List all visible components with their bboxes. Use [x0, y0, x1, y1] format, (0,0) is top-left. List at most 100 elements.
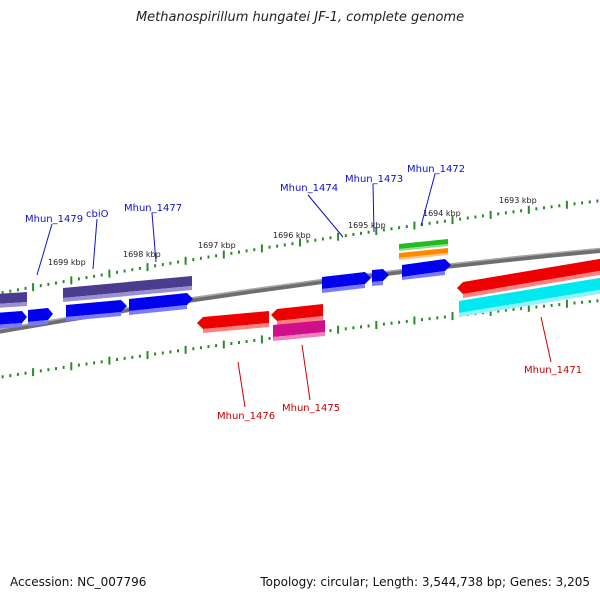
lower-scale-tick [85, 362, 88, 366]
upper-scale-tick [443, 219, 446, 223]
lower-scale-tick [565, 299, 568, 308]
gene-label-mhun-1479[interactable]: Mhun_1479 [25, 214, 83, 225]
upper-scale-tick [344, 234, 347, 238]
upper-scale-tick [283, 243, 286, 247]
gene-arrow-mhun-1479[interactable] [28, 308, 53, 326]
lower-scale-tick [421, 318, 423, 322]
gene-label-mhun-1477[interactable]: Mhun_1477 [124, 203, 182, 214]
gene-label-mhun-1472[interactable]: Mhun_1472 [407, 164, 465, 175]
upper-scale-tick [268, 245, 271, 249]
feature-cyan-1471[interactable] [459, 277, 600, 317]
upper-scale-tick [291, 242, 294, 246]
upper-scale-tick [405, 225, 408, 229]
lower-scale-tick [169, 350, 172, 354]
upper-scale-tick [245, 249, 248, 253]
lower-scale-tick [222, 340, 225, 349]
lower-scale-tick [268, 336, 271, 340]
gene-arrow-mhun-1475[interactable] [271, 304, 323, 325]
upper-scale-tick [558, 204, 561, 208]
lower-scale-tick [489, 307, 492, 316]
map-title: Methanospirillum hungatei JF-1, complete… [135, 10, 465, 25]
upper-scale-tick [382, 228, 385, 232]
upper-scale-tick [314, 238, 317, 242]
feature-magenta-1475[interactable] [273, 320, 325, 341]
gene-label-mhun-1475[interactable]: Mhun_1475 [282, 403, 340, 414]
lower-scale-tick [543, 304, 545, 308]
lower-scale-tick [535, 305, 538, 309]
upper-scale-tick [329, 236, 332, 240]
upper-scale-tick [93, 274, 96, 278]
lower-scale-tick [428, 317, 431, 321]
lower-scale-tick [184, 345, 187, 354]
lower-scale-tick [596, 299, 599, 303]
upper-scale-tick [352, 232, 355, 236]
lower-scale-tick [1, 375, 4, 379]
upper-scale-tick [596, 199, 599, 203]
lower-scale-tick [177, 349, 179, 353]
lower-scale-tick [588, 300, 591, 303]
lower-scale-tick [443, 315, 446, 319]
upper-scale-tick [504, 211, 507, 215]
upper-scale-tick [520, 209, 523, 213]
upper-scale-tick [47, 282, 50, 286]
feature-green-1472[interactable] [399, 239, 448, 251]
lower-scale-tick [329, 329, 332, 333]
upper-scale-tick [543, 206, 545, 210]
upper-scale-tick [55, 281, 57, 285]
lower-scale-tick [436, 316, 439, 320]
lower-scale-tick [245, 340, 248, 343]
gene-arrow-mhun-1477[interactable] [129, 293, 193, 315]
topology-text: Topology: circular; Length: 3,544,738 bp… [260, 575, 590, 589]
upper-scale-tick [428, 221, 431, 225]
upper-scale-tick [421, 222, 423, 226]
upper-scale-tick [62, 280, 65, 284]
lower-scale-tick [108, 356, 111, 365]
feature-orange-1472[interactable] [399, 248, 448, 260]
upper-tick-row [1, 199, 599, 295]
upper-scale-tick [360, 231, 362, 235]
upper-scale-tick [466, 216, 469, 220]
upper-scale-tick [222, 250, 225, 259]
gene-label-mhun-1473[interactable]: Mhun_1473 [345, 174, 403, 185]
upper-scale-tick [100, 273, 103, 277]
lower-scale-tick [138, 354, 141, 358]
upper-scale-tick [474, 215, 477, 219]
lower-scale-tick [116, 358, 118, 361]
lower-scale-tick [32, 368, 35, 377]
lower-scale-tick [39, 369, 42, 373]
cog-feature-cbio-1477[interactable] [63, 276, 192, 302]
gene-arrow-mhun-1472[interactable] [402, 259, 451, 280]
kbp-label-1696: 1696 kbp [273, 231, 311, 240]
upper-scale-tick [1, 291, 4, 295]
gene-label-mhun-1471[interactable]: Mhun_1471 [524, 365, 582, 376]
lower-scale-tick [398, 320, 401, 324]
lower-scale-tick [146, 351, 149, 360]
gene-arrow-mhun-1480[interactable] [0, 311, 27, 329]
gene-arrow-mhun-1471[interactable] [457, 258, 600, 298]
kbp-label-1698: 1698 kbp [123, 250, 161, 259]
gene-arrow-mhun-1474[interactable] [322, 272, 371, 293]
gene-label-mhun-1476[interactable]: Mhun_1476 [217, 411, 275, 422]
lower-scale-tick [504, 308, 507, 312]
upper-scale-tick [276, 244, 279, 248]
upper-scale-tick [70, 276, 73, 285]
lower-scale-tick [337, 325, 340, 334]
lower-scale-tick [360, 325, 362, 329]
gene-arrow-mhun-1473[interactable] [372, 269, 389, 286]
lower-scale-tick [47, 368, 50, 372]
lower-scale-tick [230, 342, 233, 345]
cog-feature-left[interactable] [0, 292, 27, 308]
upper-scale-tick [482, 214, 484, 218]
kbp-label-1694: 1694 kbp [423, 209, 461, 218]
gene-label-cbio[interactable]: cbiO [86, 209, 109, 220]
upper-scale-tick [207, 255, 210, 259]
upper-scale-tick [39, 284, 42, 288]
upper-scale-tick [138, 266, 141, 270]
lower-scale-tick [161, 351, 164, 355]
gene-arrow-mhun-1476[interactable] [197, 311, 269, 333]
lower-scale-tick [497, 309, 500, 313]
gene-label-mhun-1474[interactable]: Mhun_1474 [280, 183, 338, 194]
gene-arrow-cbio[interactable] [66, 300, 127, 321]
lower-scale-tick [581, 300, 584, 304]
